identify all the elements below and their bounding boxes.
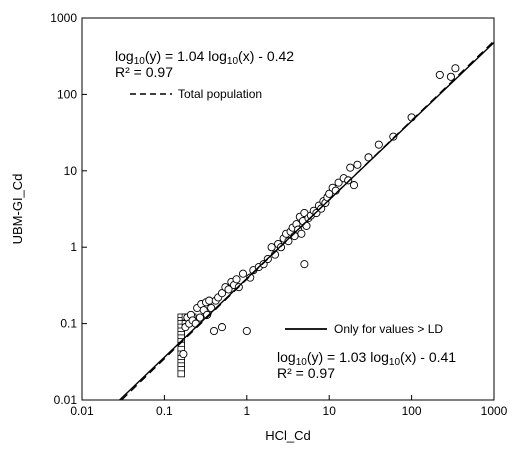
total-r2: R² = 0.97 — [115, 64, 173, 80]
data-point-circle — [242, 326, 251, 336]
data-point-circle — [238, 269, 248, 278]
data-point-circle — [297, 229, 306, 238]
data-point-circle — [217, 289, 227, 298]
data-point-circle — [346, 163, 355, 172]
data-point-square — [177, 370, 185, 378]
y-tick-label: 1 — [70, 240, 77, 254]
data-point-circle — [300, 260, 309, 269]
y-axis-ticks: 0.01 0.1 1 10 100 1000 — [50, 11, 87, 407]
y-axis-title: UBM-GI_Cd — [10, 174, 25, 245]
data-point-circle — [232, 275, 241, 284]
data-point-circle — [446, 72, 455, 81]
circle-markers — [179, 64, 460, 359]
x-tick-label: 0.1 — [156, 404, 173, 418]
data-point-circle — [435, 70, 444, 79]
data-point-circle — [284, 237, 293, 246]
y-tick-label: 1000 — [50, 11, 77, 25]
plot-frame — [81, 17, 495, 401]
x-tick-label: 0.01 — [70, 404, 94, 418]
data-point-circle — [364, 153, 373, 162]
data-point-circle — [317, 204, 326, 213]
x-tick-label: 1 — [243, 404, 250, 418]
data-point-circle — [246, 273, 255, 282]
ld-equation: log10(y) = 1.03 log10(x) - 0.41 — [277, 349, 456, 368]
data-point-circle — [344, 176, 353, 185]
data-point-circle — [451, 64, 460, 73]
data-point-circle — [353, 160, 362, 169]
y-tick-label: 100 — [57, 87, 77, 101]
data-point-circle — [217, 323, 227, 332]
data-point-circle — [259, 260, 268, 269]
data-point-circle — [209, 326, 219, 336]
data-point-circle — [224, 285, 233, 294]
data-point-circle — [349, 181, 359, 190]
fit-line-values-above-ld — [119, 41, 495, 401]
x-tick-label: 10 — [323, 404, 337, 418]
ld-r2: R² = 0.97 — [277, 365, 335, 381]
regression-lines — [119, 40, 495, 401]
data-point-circle — [179, 349, 188, 359]
legend-total-label: Total population — [178, 87, 262, 101]
data-point-circle — [334, 178, 343, 187]
legend-ld-label: Only for values > LD — [334, 322, 443, 336]
data-point-circle — [389, 132, 398, 141]
data-point-circle — [195, 313, 204, 322]
x-axis-ticks: 0.01 0.1 1 10 100 1000 — [70, 395, 508, 418]
x-axis-title: HCl_Cd — [265, 428, 311, 443]
y-tick-label: 0.1 — [60, 317, 77, 331]
data-point-circle — [374, 140, 383, 149]
data-point-circle — [325, 189, 334, 198]
y-tick-label: 0.01 — [54, 393, 78, 407]
data-point-circle — [267, 243, 276, 252]
total-equation: log10(y) = 1.04 log10(x) - 0.42 — [115, 48, 294, 67]
y-tick-label: 10 — [64, 164, 78, 178]
x-tick-label: 1000 — [481, 404, 508, 418]
x-tick-label: 100 — [402, 404, 422, 418]
